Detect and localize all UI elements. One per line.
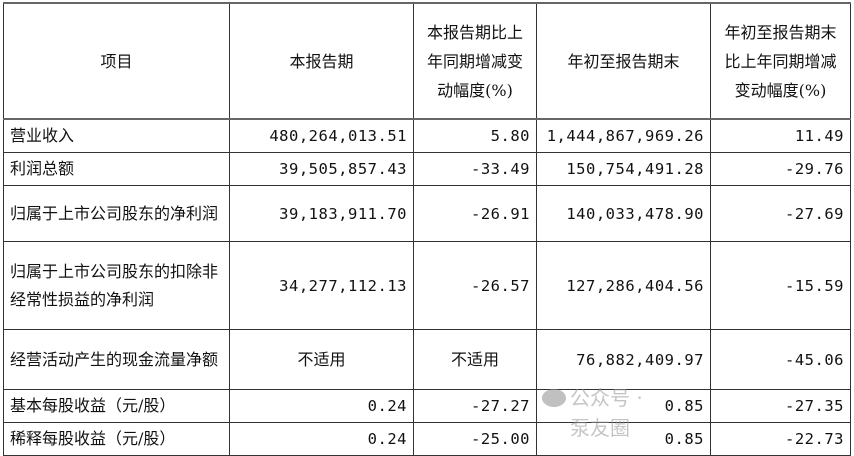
table-row: 归属于上市公司股东的扣除非经常性损益的净利润 34,277,112.13 -26.5…: [3, 241, 851, 330]
row-item: 利润总额: [3, 152, 230, 186]
cell-current: 0.24: [229, 389, 414, 423]
cell-ytd: 140,033,478.90: [536, 185, 711, 242]
cell-current: 39,183,911.70: [229, 185, 414, 242]
row-item: 归属于上市公司股东的扣除非经常性损益的净利润: [3, 241, 230, 330]
cell-current-change: 5.80: [413, 118, 537, 153]
cell-ytd-change: -15.59: [710, 241, 851, 330]
row-item: 营业收入: [3, 118, 230, 153]
cell-current-change: -33.49: [413, 152, 537, 186]
row-item: 基本每股收益（元/股）: [3, 389, 230, 423]
table-row: 稀释每股收益（元/股） 0.24 -25.00 0.85 -22.73: [3, 422, 851, 456]
header-ytd-change: 年初至报告期末比上年同期增减变动幅度(%): [710, 2, 851, 120]
financial-table: 项目 本报告期 本报告期比上年同期增减变动幅度(%) 年初至报告期末 年初至报告…: [3, 2, 851, 456]
cell-current-change: -26.57: [413, 241, 537, 330]
row-item: 稀释每股收益（元/股）: [3, 422, 230, 456]
cell-ytd: 1,444,867,969.26: [536, 118, 711, 153]
header-current-change: 本报告期比上年同期增减变动幅度(%): [413, 2, 537, 120]
row-item: 归属于上市公司股东的净利润: [3, 185, 230, 242]
cell-ytd: 127,286,404.56: [536, 241, 711, 330]
table-row: 归属于上市公司股东的净利润 39,183,911.70 -26.91 140,033,…: [3, 185, 851, 242]
header-ytd: 年初至报告期末: [536, 2, 711, 120]
table-row: 经营活动产生的现金流量净额 不适用 不适用 76,882,409.97 -45.06: [3, 329, 851, 390]
table-row: 利润总额 39,505,857.43 -33.49 150,754,491.28 -29…: [3, 152, 851, 186]
cell-ytd-change: 11.49: [710, 118, 851, 153]
cell-current: 39,505,857.43: [229, 152, 414, 186]
header-row: 项目 本报告期 本报告期比上年同期增减变动幅度(%) 年初至报告期末 年初至报告…: [3, 2, 851, 120]
cell-current-change: -25.00: [413, 422, 537, 456]
cell-ytd: 150,754,491.28: [536, 152, 711, 186]
cell-ytd-change: -45.06: [710, 329, 851, 390]
table-row: 营业收入 480,264,013.51 5.80 1,444,867,969.26 11…: [3, 118, 851, 153]
header-current: 本报告期: [229, 2, 414, 120]
cell-current-change: -27.27: [413, 389, 537, 423]
cell-current: 不适用: [229, 329, 414, 390]
cell-current: 34,277,112.13: [229, 241, 414, 330]
cell-ytd-change: -27.35: [710, 389, 851, 423]
table-row: 基本每股收益（元/股） 0.24 -27.27 0.85 -27.35: [3, 389, 851, 423]
cell-ytd-change: -29.76: [710, 152, 851, 186]
cell-current-change: 不适用: [413, 329, 537, 390]
header-item: 项目: [3, 2, 230, 120]
cell-ytd-change: -22.73: [710, 422, 851, 456]
cell-current-change: -26.91: [413, 185, 537, 242]
cell-current: 0.24: [229, 422, 414, 456]
row-item: 经营活动产生的现金流量净额: [3, 329, 230, 390]
cell-ytd: 0.85: [536, 389, 711, 423]
cell-current: 480,264,013.51: [229, 118, 414, 153]
cell-ytd: 76,882,409.97: [536, 329, 711, 390]
cell-ytd: 0.85: [536, 422, 711, 456]
cell-ytd-change: -27.69: [710, 185, 851, 242]
